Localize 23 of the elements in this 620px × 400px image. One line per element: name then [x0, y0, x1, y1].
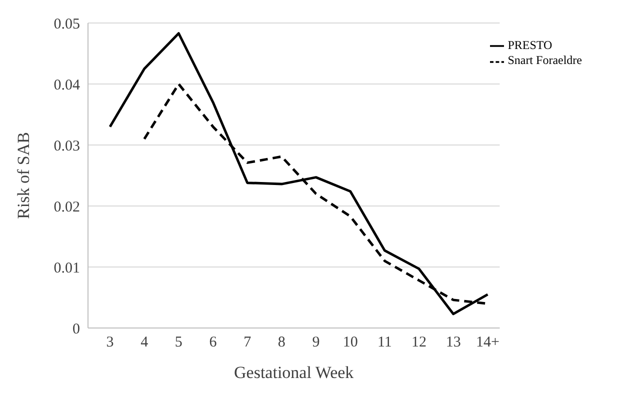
x-tick-label: 8 — [278, 334, 286, 351]
y-tick-label: 0.05 — [54, 16, 80, 32]
x-tick-label: 13 — [446, 334, 461, 351]
x-tick-label: 14+ — [476, 334, 500, 351]
y-tick-label: 0.04 — [54, 77, 80, 94]
y-axis-title: Risk of SAB — [14, 132, 34, 219]
line-series — [108, 32, 489, 316]
legend-label: Snart Foraeldre — [508, 53, 582, 68]
y-tick-label: 0.02 — [54, 199, 80, 216]
legend-label: PRESTO — [508, 38, 552, 52]
y-tick-label: 0.03 — [54, 138, 80, 154]
x-tick-label: 10 — [342, 334, 358, 351]
x-tick-label: 6 — [209, 334, 218, 351]
x-tick-label: 7 — [244, 334, 252, 351]
y-tick-label: 0.01 — [54, 260, 80, 276]
x-tick-label: 3 — [106, 334, 114, 351]
x-tick-label: 4 — [140, 334, 149, 351]
y-tick-label: 0 — [72, 321, 80, 338]
x-axis-title: Gestational Week — [234, 363, 354, 382]
x-tick-label: 11 — [377, 334, 392, 351]
x-tick-label: 5 — [174, 334, 182, 351]
x-tick-label: 9 — [312, 334, 320, 351]
x-tick-label: 12 — [412, 334, 427, 351]
